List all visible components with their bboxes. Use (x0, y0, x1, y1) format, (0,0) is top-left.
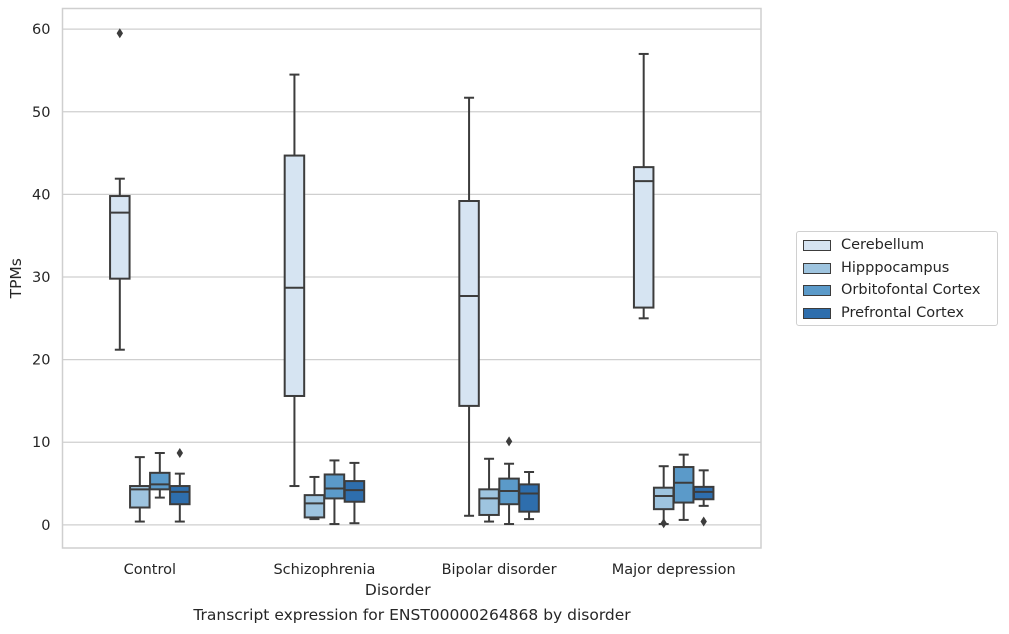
y-tick-label: 0 (41, 518, 50, 534)
x-tick-label: Schizophrenia (273, 562, 375, 578)
y-tick-label: 30 (32, 270, 50, 286)
legend-swatch-prefrontal-cortex (803, 307, 831, 319)
y-tick-label: 10 (32, 435, 50, 451)
legend-swatch-cerebellum (803, 239, 831, 251)
box (672, 466, 695, 504)
legend-label: Cerebellum (841, 237, 925, 253)
outlier-point (176, 447, 184, 458)
box (303, 494, 326, 519)
legend-item-hippocampus: Hipppocampus (803, 258, 949, 278)
legend-label: Orbitofontal Cortex (841, 282, 981, 298)
outlier-point (700, 516, 707, 527)
legend: Cerebellum Hipppocampus Orbitofontal Cor… (796, 231, 998, 326)
box (323, 473, 346, 500)
box (652, 486, 675, 511)
legend-label: Hipppocampus (841, 260, 950, 276)
x-tick-label: Control (124, 562, 176, 578)
chart-caption: Transcript expression for ENST0000026486… (193, 606, 631, 624)
plot-frame (61, 7, 762, 549)
box (632, 166, 655, 309)
y-tick-label: 20 (32, 353, 50, 369)
box (109, 195, 131, 280)
legend-item-prefrontal-cortex: Prefrontal Cortex (803, 303, 964, 323)
box (149, 471, 171, 491)
box (129, 485, 151, 509)
y-axis-label: TPMs (7, 258, 25, 299)
y-tick-label: 60 (32, 22, 50, 38)
outlier-point (116, 28, 124, 39)
x-tick-label: Major depression (612, 562, 736, 578)
box (169, 485, 191, 506)
y-tick-label: 40 (32, 187, 50, 203)
box (458, 200, 480, 407)
box (283, 154, 306, 397)
box (343, 480, 366, 503)
outlier-point (505, 436, 513, 447)
box (692, 485, 715, 501)
legend-swatch-orbitofrontal-cortex (803, 284, 831, 296)
outlier-point (660, 518, 667, 529)
legend-item-orbitofrontal-cortex: Orbitofontal Cortex (803, 280, 980, 300)
y-tick-label: 50 (32, 105, 50, 121)
box (478, 488, 500, 516)
legend-swatch-hippocampus (803, 262, 831, 274)
x-tick-label: Bipolar disorder (442, 562, 557, 578)
legend-item-cerebellum: Cerebellum (803, 235, 924, 255)
x-axis-label: Disorder (365, 581, 431, 599)
legend-label: Prefrontal Cortex (841, 305, 964, 321)
box (518, 483, 540, 513)
